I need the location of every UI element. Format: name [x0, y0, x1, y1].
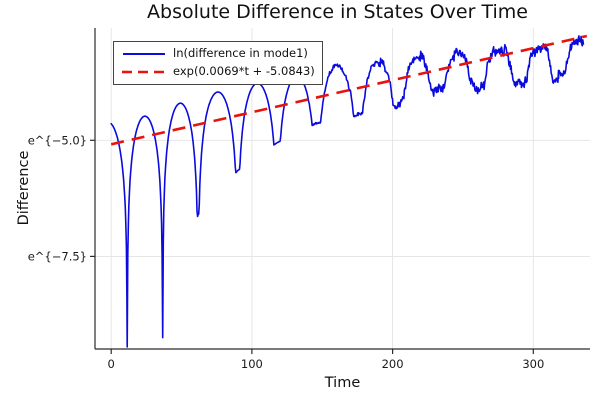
- x-tick-label: 300: [522, 357, 544, 371]
- series-ln-difference-line: [110, 35, 585, 348]
- legend-red-dash-icon: [122, 70, 166, 73]
- axes: [90, 28, 590, 354]
- x-tick-label: 100: [241, 357, 263, 371]
- y-tick-label: e^{−7.5}: [28, 249, 87, 263]
- x-axis-label: Time: [324, 375, 361, 391]
- legend: ln(difference in mode1) exp(0.0069*t + -…: [113, 41, 323, 85]
- legend-entry-series2: exp(0.0069*t + -5.0843): [120, 63, 315, 80]
- y-tick-label: e^{−5.0}: [28, 133, 87, 147]
- plot-title: Absolute Difference in States Over Time: [147, 1, 528, 23]
- series-exp-fit-line: [110, 34, 588, 146]
- legend-label-series1: ln(difference in mode1): [173, 46, 308, 60]
- legend-entry-series1: ln(difference in mode1): [120, 45, 315, 62]
- legend-blue-line-icon: [123, 52, 165, 55]
- y-axis-label: Difference: [16, 150, 32, 226]
- x-tick-label: 0: [108, 357, 115, 371]
- legend-label-series2: exp(0.0069*t + -5.0843): [173, 64, 315, 78]
- x-tick-label: 200: [382, 357, 404, 371]
- tick-labels: 0 100 200 300 e^{−5.0} e^{−7.5}: [28, 133, 545, 371]
